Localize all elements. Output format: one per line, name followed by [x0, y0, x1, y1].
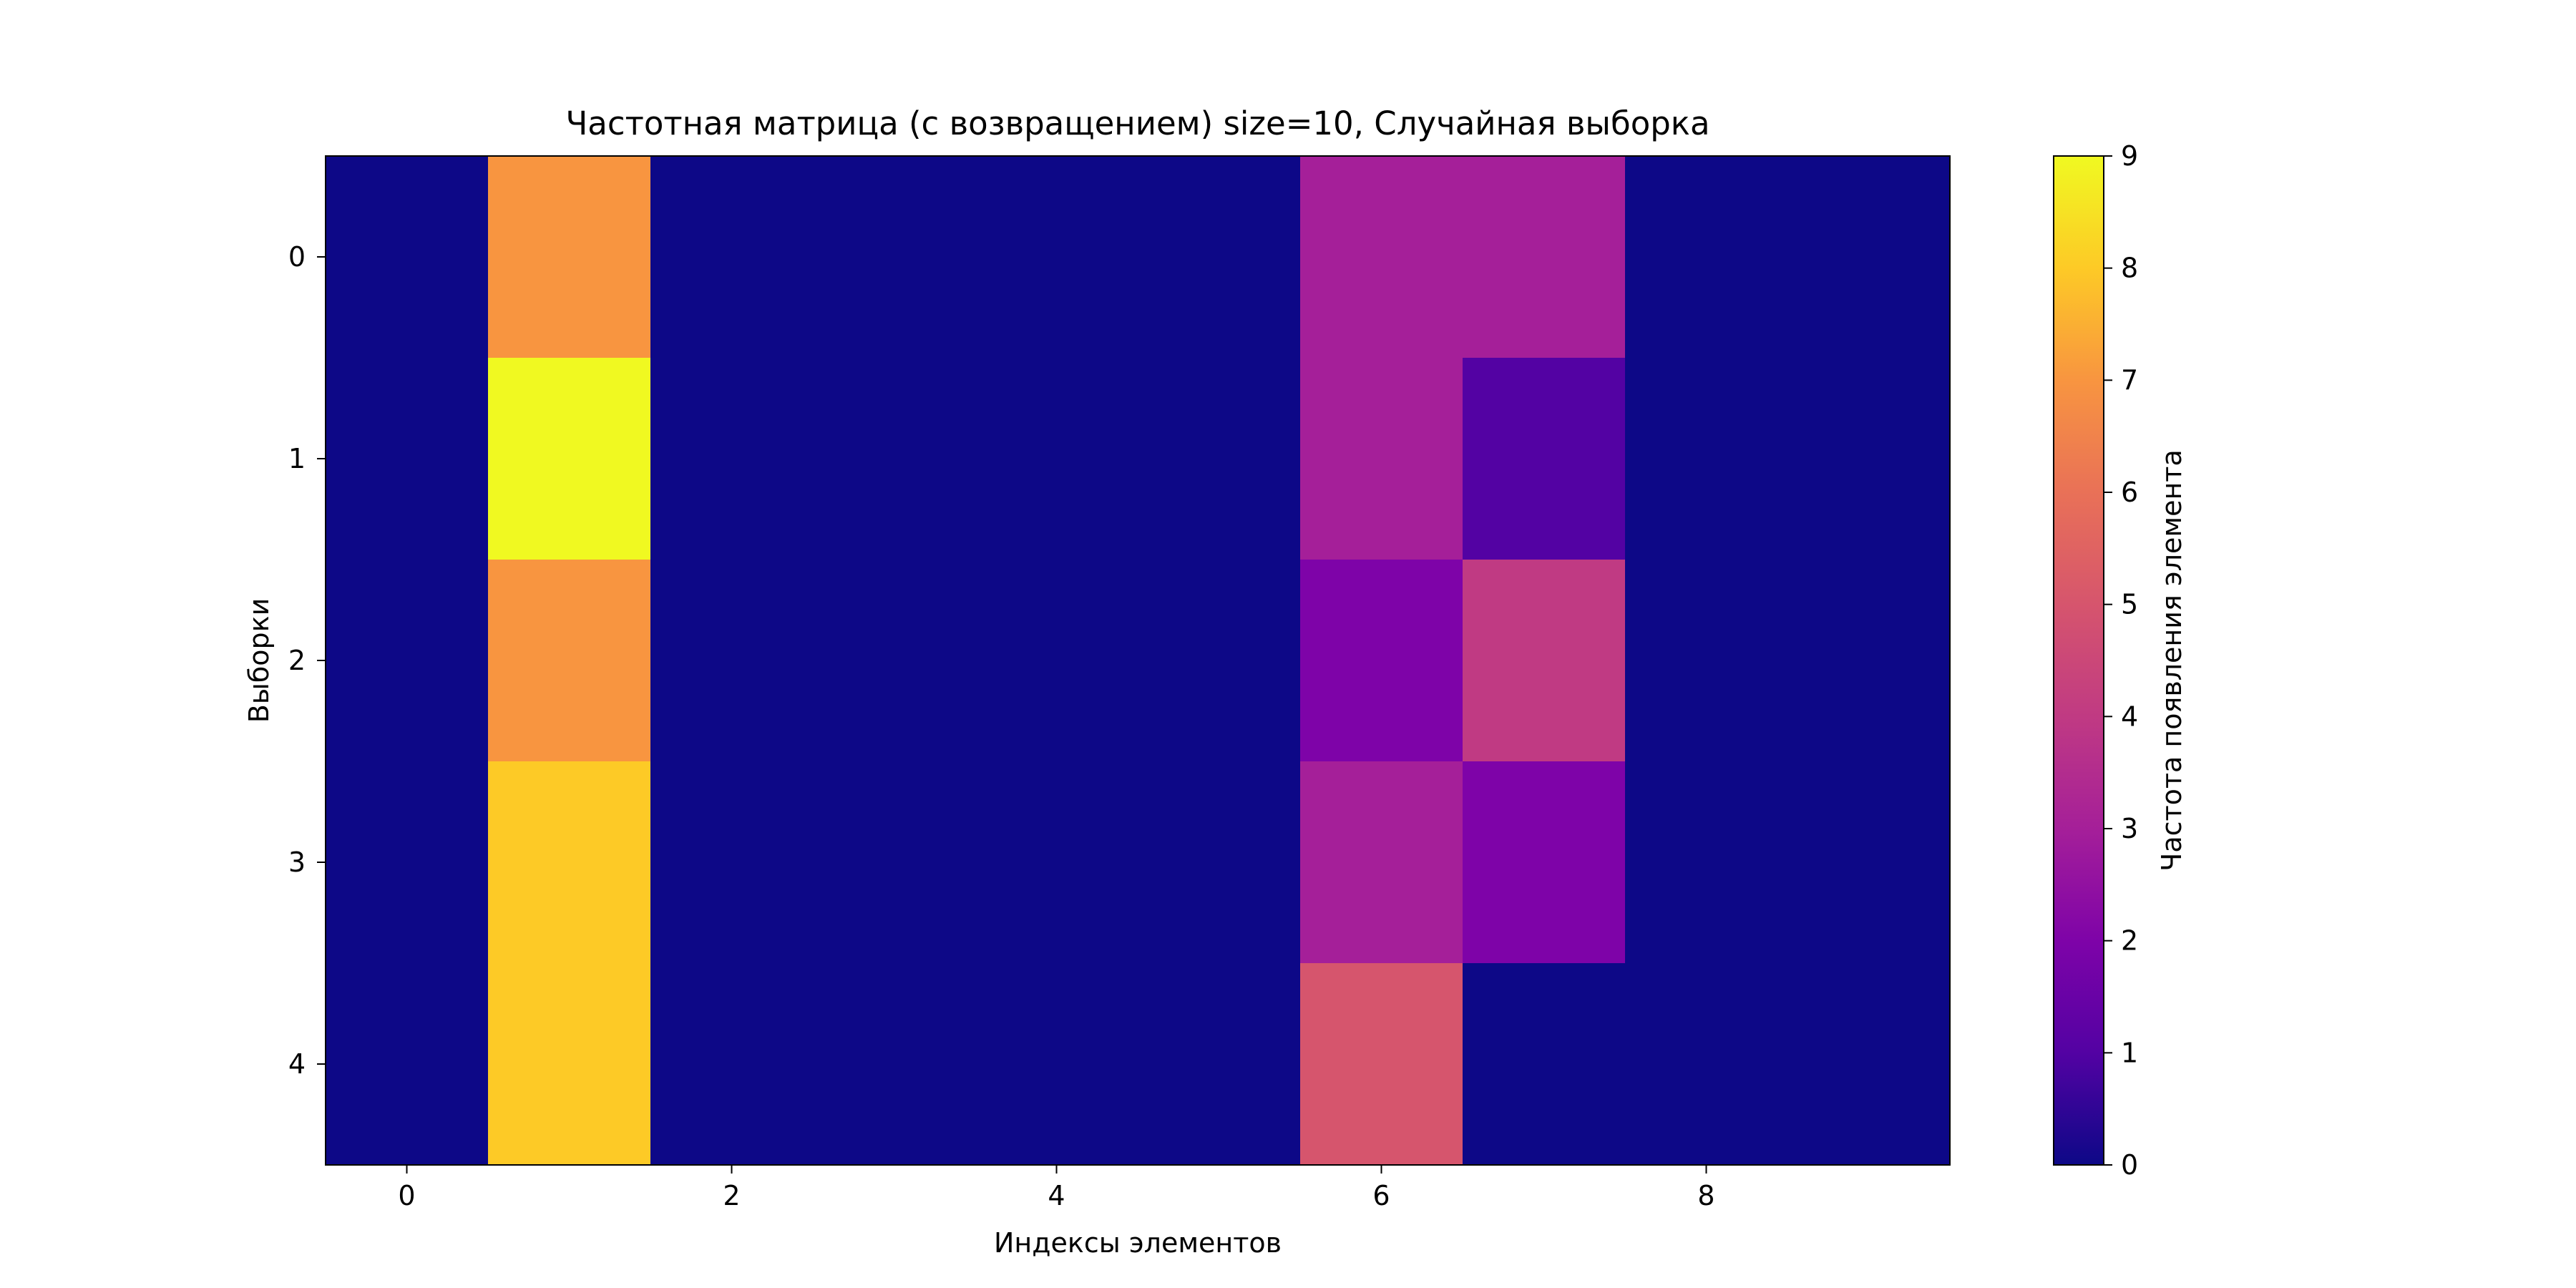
heatmap-cell-r1-c1 [488, 358, 651, 560]
x-tick-label: 0 [398, 1180, 415, 1211]
heatmap-cell-r0-c6 [1300, 156, 1463, 358]
heatmap-cell-r1-c2 [650, 358, 814, 560]
y-axis-label: Выборки [243, 598, 275, 723]
chart-title: Частотная матрица (с возвращением) size=… [565, 104, 1709, 142]
colorbar-tick-label: 6 [2121, 477, 2138, 508]
y-tick-label: 3 [288, 847, 306, 878]
heatmap-cell-r0-c7 [1463, 156, 1626, 358]
heatmap-cell-r4-c9 [1787, 963, 1951, 1166]
colorbar-tick-label: 2 [2121, 925, 2138, 957]
heatmap-cell-r2-c4 [975, 560, 1138, 762]
heatmap-cell-r1-c4 [975, 358, 1138, 560]
x-tick-label: 8 [1697, 1180, 1714, 1211]
heatmap-cell-r1-c8 [1625, 358, 1788, 560]
heatmap-cell-r1-c9 [1787, 358, 1951, 560]
heatmap-cell-r2-c6 [1300, 560, 1463, 762]
heatmap-cell-r2-c0 [326, 560, 489, 762]
heatmap-cell-r2-c3 [813, 560, 976, 762]
heatmap-cell-r3-c3 [813, 761, 976, 964]
heatmap-cell-r3-c4 [975, 761, 1138, 964]
heatmap-cell-r3-c0 [326, 761, 489, 964]
heatmap-cell-r0-c2 [650, 156, 814, 358]
x-tick-label: 6 [1372, 1180, 1390, 1211]
heatmap-cell-r0-c4 [975, 156, 1138, 358]
heatmap-cell-r4-c3 [813, 963, 976, 1166]
heatmap-cells [326, 156, 1951, 1166]
x-axis-label: Индексы элементов [994, 1227, 1282, 1259]
heatmap-cell-r3-c9 [1787, 761, 1951, 964]
colorbar [2053, 155, 2104, 1166]
colorbar-tick-label: 4 [2121, 701, 2138, 732]
colorbar-label: Частота появления элемента [2156, 449, 2187, 871]
colorbar-tick-label: 8 [2121, 253, 2138, 284]
heatmap-cell-r3-c7 [1463, 761, 1626, 964]
heatmap-cell-r3-c1 [488, 761, 651, 964]
heatmap-cell-r4-c8 [1625, 963, 1788, 1166]
heatmap-cell-r4-c2 [650, 963, 814, 1166]
heatmap-cell-r3-c2 [650, 761, 814, 964]
heatmap-cell-r1-c7 [1463, 358, 1626, 560]
colorbar-tick-label: 1 [2121, 1037, 2138, 1068]
y-tick-label: 2 [288, 645, 306, 676]
heatmap-cell-r1-c3 [813, 358, 976, 560]
heatmap-cell-r4-c5 [1138, 963, 1301, 1166]
y-tick-label: 0 [288, 241, 306, 273]
colorbar-axis: 0 1 2 3 4 5 6 7 8 9 [2104, 140, 2138, 1181]
y-tick-label: 1 [288, 443, 306, 474]
heatmap-cell-r2-c2 [650, 560, 814, 762]
heatmap-cell-r1-c6 [1300, 358, 1463, 560]
colorbar-tick-label: 0 [2121, 1149, 2138, 1181]
colorbar-tick-label: 3 [2121, 813, 2138, 844]
heatmap-cell-r0-c1 [488, 156, 651, 358]
heatmap-cell-r0-c8 [1625, 156, 1788, 358]
colorbar-tick-label: 7 [2121, 364, 2138, 396]
heatmap-cell-r4-c0 [326, 963, 489, 1166]
heatmap-cell-r4-c7 [1463, 963, 1626, 1166]
heatmap-cell-r2-c7 [1463, 560, 1626, 762]
x-tick-label: 4 [1048, 1180, 1065, 1211]
colorbar-tick-label: 9 [2121, 140, 2138, 172]
heatmap-cell-r3-c6 [1300, 761, 1463, 964]
heatmap-cell-r2-c1 [488, 560, 651, 762]
heatmap-cell-r3-c5 [1138, 761, 1301, 964]
y-tick-label: 4 [288, 1048, 306, 1080]
heatmap-cell-r1-c0 [326, 358, 489, 560]
heatmap-cell-r4-c4 [975, 963, 1138, 1166]
heatmap-cell-r1-c5 [1138, 358, 1301, 560]
heatmap-cell-r2-c5 [1138, 560, 1301, 762]
heatmap-cell-r4-c6 [1300, 963, 1463, 1166]
heatmap-cell-r2-c8 [1625, 560, 1788, 762]
heatmap-cell-r0-c0 [326, 156, 489, 358]
heatmap-cell-r2-c9 [1787, 560, 1951, 762]
heatmap-cell-r0-c9 [1787, 156, 1951, 358]
x-axis: 0 2 4 6 8 [398, 1165, 1715, 1211]
x-tick-label: 2 [723, 1180, 740, 1211]
heatmap-cell-r0-c3 [813, 156, 976, 358]
colorbar-tick-label: 5 [2121, 589, 2138, 620]
y-axis: 0 1 2 3 4 [288, 241, 326, 1080]
heatmap-cell-r4-c1 [488, 963, 651, 1166]
heatmap-cell-r3-c8 [1625, 761, 1788, 964]
heatmap-cell-r0-c5 [1138, 156, 1301, 358]
